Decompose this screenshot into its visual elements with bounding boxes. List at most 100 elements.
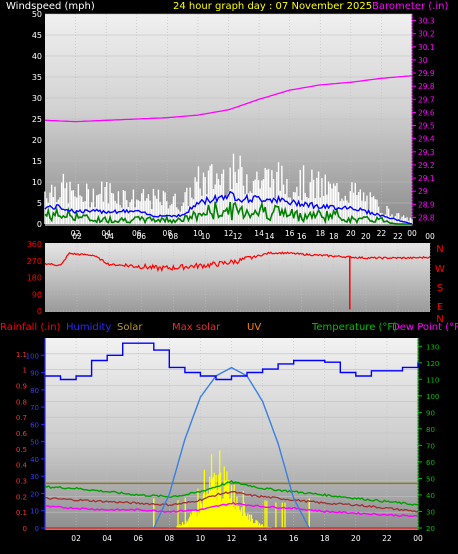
compass-letter: N <box>436 244 443 255</box>
humidity-tick-label: 30 <box>30 473 39 481</box>
wind-tick-label: 35 <box>32 73 42 82</box>
temp-tick-label: 100 <box>426 393 439 401</box>
direction-tick-label: 90 <box>32 290 42 299</box>
baro-tick-label: 29.4 <box>418 135 435 144</box>
baro-tick-label: 28.9 <box>418 200 435 209</box>
temp-tick-label: 110 <box>426 376 439 384</box>
temp-tick-label: 90 <box>426 409 435 417</box>
wind-tick-label: 10 <box>32 178 42 187</box>
solar-label: Solar <box>117 322 143 333</box>
direction-x-tick-label: 22 <box>393 232 403 241</box>
wind-x-tick-label: 20 <box>346 229 356 238</box>
humidity-tick-label: 50 <box>30 439 39 447</box>
temp-tick-label: 120 <box>426 360 439 368</box>
weather-x-tick-label: 00 <box>413 534 423 543</box>
rain-tick-label: 1.1 <box>16 351 27 359</box>
rain-tick-label: 0.2 <box>16 493 27 501</box>
wind-tick-label: 30 <box>32 94 42 103</box>
weather-x-tick-label: 22 <box>382 534 392 543</box>
direction-tick-label: 180 <box>27 274 42 283</box>
rain-tick-label: 0 <box>23 525 27 533</box>
baro-tick-label: 29.5 <box>418 122 435 131</box>
rain-tick-label: 0.9 <box>16 383 27 391</box>
humidity-tick-label: 70 <box>30 404 39 412</box>
baro-tick-label: 29.8 <box>418 82 435 91</box>
wind-direction-series-line <box>44 251 431 273</box>
humidity-tick-label: 100 <box>26 352 39 360</box>
direction-x-tick-label: 06 <box>136 232 146 241</box>
data-series <box>44 75 431 529</box>
weather-x-tick-label: 08 <box>165 534 175 543</box>
direction-x-tick-label: 14 <box>265 232 275 241</box>
temp-tick-label: 70 <box>426 442 435 450</box>
wind-tick-label: 0 <box>37 220 42 229</box>
wind-x-tick-label: 16 <box>285 229 295 238</box>
chart-title: 24 hour graph day : 07 November 2025 <box>173 1 372 12</box>
direction-x-tick-label: 02 <box>72 232 82 241</box>
compass-letter: N <box>436 314 443 325</box>
baro-tick-label: 30 <box>418 56 428 65</box>
weather-x-tick-label: 04 <box>102 534 112 543</box>
baro-tick-label: 29.2 <box>418 161 435 170</box>
direction-x-tick-label: 18 <box>329 232 339 241</box>
direction-x-tick-label: 10 <box>201 232 211 241</box>
wind-speed-series-line <box>44 200 412 225</box>
humidity-tick-label: 80 <box>30 387 39 395</box>
wind-tick-label: 25 <box>32 115 42 124</box>
temperature-series-line <box>44 479 419 506</box>
temp-tick-label: 30 <box>426 508 435 516</box>
weather-x-tick-label: 10 <box>196 534 206 543</box>
dew-point-label: Dew Point (°F <box>392 322 458 333</box>
weather-x-tick-label: 20 <box>351 534 361 543</box>
max-solar-label: Max solar <box>172 322 221 333</box>
wind-x-tick-label: 08 <box>163 229 173 238</box>
baro-tick-label: 29.1 <box>418 174 435 183</box>
uv-label: UV <box>247 322 261 333</box>
weather-x-tick-label: 16 <box>289 534 299 543</box>
chart-backgrounds <box>45 14 430 530</box>
rain-tick-label: 0.3 <box>16 478 27 486</box>
wind-tick-label: 15 <box>32 157 42 166</box>
wind-average-series-line <box>44 190 413 225</box>
baro-tick-label: 29.7 <box>418 95 435 104</box>
humidity-tick-label: 90 <box>30 370 39 378</box>
temp-tick-label: 50 <box>426 475 435 483</box>
wind-x-tick-label: 04 <box>101 229 111 238</box>
max-solar-series-line <box>153 366 310 529</box>
baro-tick-label: 29.9 <box>418 69 435 78</box>
compass-letter: S <box>437 283 443 294</box>
direction-x-tick-label: 08 <box>169 232 179 241</box>
direction-tick-label: 270 <box>27 257 42 266</box>
baro-tick-label: 29.6 <box>418 108 435 117</box>
temperature-label: Temperature (°F) <box>311 322 397 333</box>
barometer-axis-label: Barometer (.in) <box>372 1 448 12</box>
wind-tick-label: 40 <box>32 52 42 61</box>
humidity-series-line <box>45 342 419 381</box>
weather-x-tick-label: 14 <box>258 534 268 543</box>
baro-tick-label: 28.8 <box>418 213 435 222</box>
weather-x-tick-label: 18 <box>320 534 330 543</box>
rain-tick-label: 0.5 <box>16 446 27 454</box>
wind-tick-label: 45 <box>32 31 42 40</box>
baro-tick-label: 29 <box>418 187 428 196</box>
wind-x-tick-label: 02 <box>71 229 81 238</box>
humidity-tick-label: 40 <box>30 456 39 464</box>
rain-tick-label: 1 <box>23 367 27 375</box>
rainfall-label: Rainfall (.in) <box>0 322 61 333</box>
humidity-tick-label: 20 <box>30 490 39 498</box>
temp-tick-label: 80 <box>426 426 435 434</box>
rain-tick-label: 0.1 <box>16 509 27 517</box>
humidity-tick-label: 10 <box>30 508 39 516</box>
direction-x-tick-label: 12 <box>233 232 243 241</box>
weather-x-tick-label: 12 <box>227 534 237 543</box>
compass-letter: W <box>435 264 445 275</box>
direction-tick-label: 360 <box>27 240 42 249</box>
wind-tick-label: 5 <box>37 199 42 208</box>
wind-tick-label: 20 <box>32 136 42 145</box>
wind-x-tick-label: 22 <box>377 229 387 238</box>
humidity-label: Humidity <box>66 322 111 333</box>
temp-tick-label: 130 <box>426 343 439 351</box>
wind-x-tick-label: 18 <box>315 229 325 238</box>
wind-tick-label: 50 <box>32 10 42 19</box>
